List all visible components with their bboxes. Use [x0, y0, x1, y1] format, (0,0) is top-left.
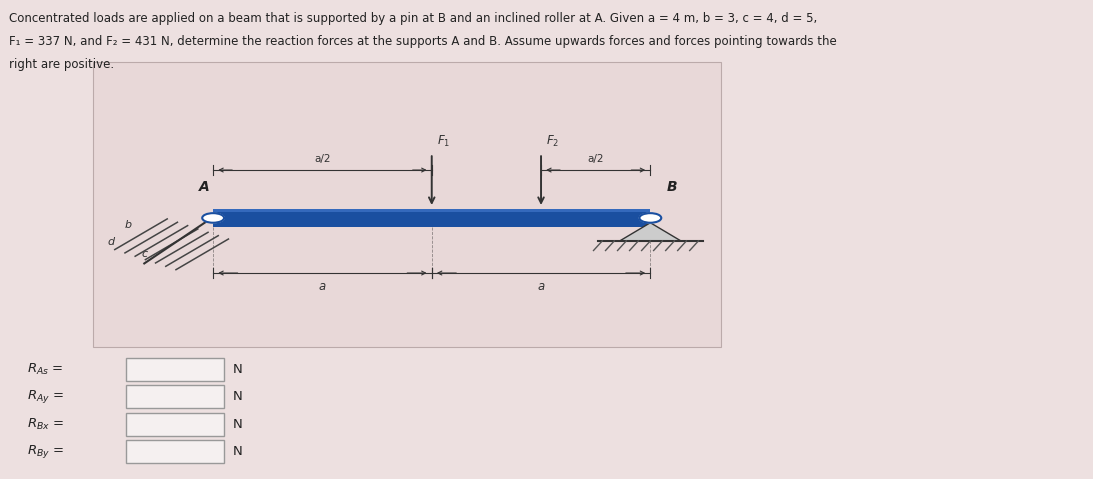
Text: A: A: [199, 180, 210, 194]
FancyBboxPatch shape: [93, 62, 721, 347]
Circle shape: [202, 213, 224, 223]
Bar: [126, 385, 224, 408]
Text: a: a: [538, 280, 544, 293]
Bar: [126, 358, 224, 381]
Text: $R_{As}$ =: $R_{As}$ =: [27, 362, 63, 377]
Bar: [213, 209, 650, 212]
Text: b: b: [125, 220, 131, 230]
Text: N: N: [233, 418, 243, 431]
Text: a/2: a/2: [587, 154, 604, 164]
Text: $F_1$: $F_1$: [437, 134, 450, 149]
Text: a/2: a/2: [314, 154, 331, 164]
Text: c: c: [141, 249, 148, 259]
Text: Concentrated loads are applied on a beam that is supported by a pin at B and an : Concentrated loads are applied on a beam…: [9, 12, 816, 25]
Text: d: d: [108, 237, 115, 247]
Circle shape: [639, 213, 661, 223]
Text: F₁ = 337 N, and F₂ = 431 N, determine the reaction forces at the supports A and : F₁ = 337 N, and F₂ = 431 N, determine th…: [9, 35, 836, 48]
Text: right are positive.: right are positive.: [9, 58, 114, 71]
Text: N: N: [233, 363, 243, 376]
Text: $R_{By}$ =: $R_{By}$ =: [27, 443, 64, 460]
Polygon shape: [620, 223, 681, 241]
Bar: [213, 209, 650, 227]
Text: $F_2$: $F_2$: [546, 134, 560, 149]
Text: $R_{Ay}$ =: $R_{Ay}$ =: [27, 388, 64, 405]
Text: N: N: [233, 390, 243, 403]
Text: B: B: [667, 180, 678, 194]
Bar: [126, 413, 224, 436]
Bar: [126, 440, 224, 463]
Text: $R_{Bx}$ =: $R_{Bx}$ =: [27, 417, 64, 432]
Text: N: N: [233, 445, 243, 458]
Text: a: a: [319, 280, 326, 293]
